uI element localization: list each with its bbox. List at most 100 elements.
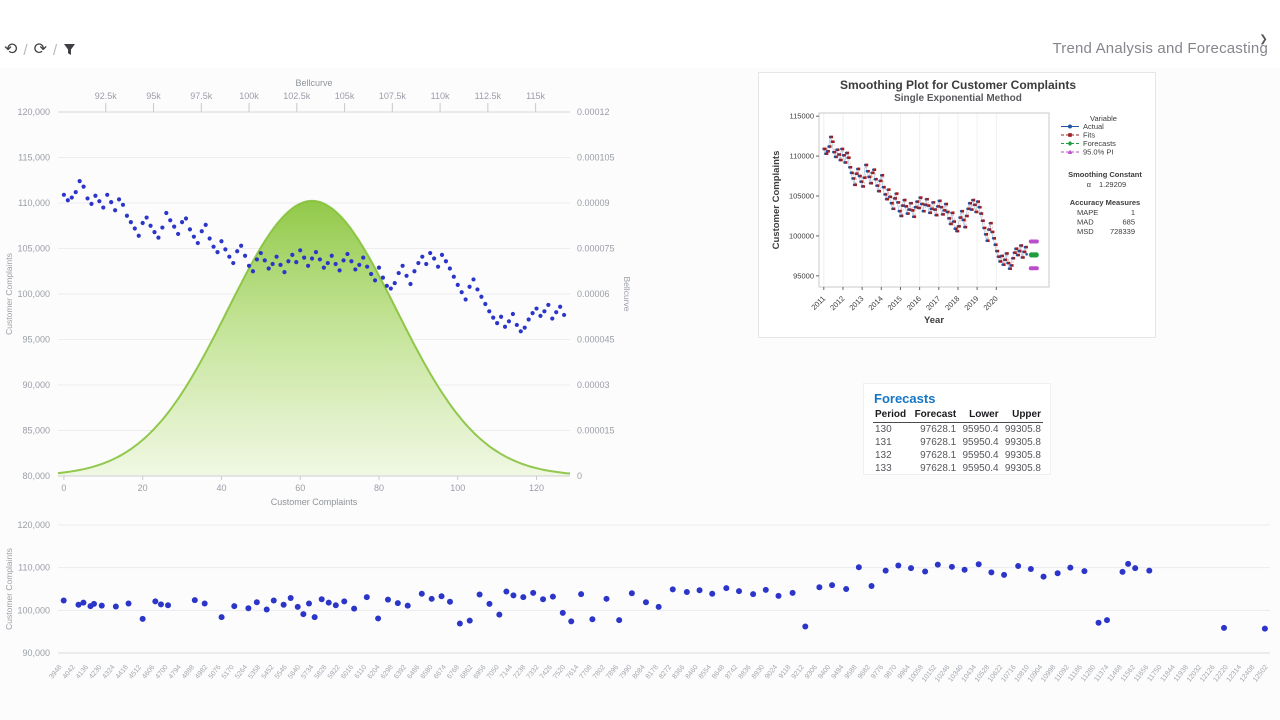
- svg-text:5264: 5264: [234, 664, 249, 681]
- table-row: 130 97628.1 95950.4 99305.8: [875, 424, 1041, 435]
- svg-text:7802: 7802: [592, 664, 607, 681]
- svg-text:Year: Year: [924, 315, 944, 326]
- svg-text:Customer Complaints: Customer Complaints: [4, 548, 14, 630]
- svg-text:6298: 6298: [380, 664, 395, 681]
- svg-text:4606: 4606: [141, 664, 156, 681]
- forecasts-card[interactable]: Forecasts Period Forecast Lower Upper 13…: [863, 383, 1051, 475]
- svg-text:112.5k: 112.5k: [475, 91, 502, 101]
- svg-text:9776: 9776: [870, 664, 885, 681]
- table-row: 132 97628.1 95950.4 99305.8: [875, 450, 1041, 461]
- svg-text:90,000: 90,000: [22, 380, 50, 390]
- col-upper: Upper: [1000, 409, 1043, 423]
- svg-text:1: 1: [1131, 208, 1135, 217]
- refresh-icon[interactable]: ⟳: [33, 41, 47, 58]
- toolbar-separator: /: [23, 41, 28, 59]
- svg-text:120,000: 120,000: [17, 107, 50, 117]
- svg-text:8178: 8178: [645, 664, 660, 681]
- expand-icon[interactable]: ❯: [1259, 34, 1268, 45]
- svg-text:95.0% PI: 95.0% PI: [1083, 148, 1113, 157]
- svg-text:0.00003: 0.00003: [577, 380, 610, 390]
- svg-text:100,000: 100,000: [17, 289, 50, 299]
- smoothing-plot-card[interactable]: Smoothing Plot for Customer Complaints Si…: [758, 72, 1156, 338]
- svg-text:7520: 7520: [552, 664, 567, 681]
- svg-text:4418: 4418: [115, 664, 130, 681]
- bellcurve-area: [57, 199, 571, 476]
- history-icon[interactable]: ⟲: [4, 41, 18, 58]
- svg-text:2015: 2015: [886, 294, 904, 312]
- bottom-scatter-points: [60, 560, 1268, 632]
- bellcurve-scatter-chart[interactable]: 80,000 85,000 90,000 95,000 100,000 105,000 11…: [0, 78, 648, 514]
- svg-text:5734: 5734: [300, 664, 315, 681]
- svg-text:60: 60: [295, 483, 305, 493]
- svg-text:4888: 4888: [181, 664, 196, 681]
- svg-text:8272: 8272: [658, 664, 673, 681]
- svg-text:8648: 8648: [711, 664, 726, 681]
- svg-text:0: 0: [61, 483, 66, 493]
- col-period: Period: [873, 409, 911, 423]
- svg-text:6110: 6110: [354, 664, 369, 680]
- svg-text:9682: 9682: [857, 664, 872, 681]
- svg-text:100,000: 100,000: [17, 605, 50, 615]
- svg-text:8366: 8366: [671, 664, 686, 681]
- svg-text:MAPE: MAPE: [1077, 208, 1098, 217]
- svg-text:2013: 2013: [847, 294, 865, 312]
- svg-text:7708: 7708: [579, 664, 594, 681]
- svg-text:Smoothing Plot for Customer Co: Smoothing Plot for Customer Complaints: [840, 78, 1076, 92]
- svg-text:20: 20: [138, 483, 148, 493]
- svg-text:2012: 2012: [828, 294, 846, 312]
- filter-icon[interactable]: [63, 43, 76, 60]
- svg-text:102.5k: 102.5k: [283, 91, 311, 101]
- col-lower: Lower: [958, 409, 1001, 423]
- table-row: 131 97628.1 95950.4 99305.8: [875, 437, 1041, 448]
- svg-text:728339: 728339: [1110, 227, 1135, 236]
- forecasts-table: Period Forecast Lower Upper 130 97628.1 95…: [873, 409, 1043, 475]
- svg-text:9118: 9118: [778, 664, 793, 680]
- svg-text:105k: 105k: [335, 91, 355, 101]
- svg-text:Accuracy Measures: Accuracy Measures: [1070, 198, 1140, 207]
- svg-text:95k: 95k: [146, 91, 161, 101]
- svg-text:6862: 6862: [459, 664, 474, 681]
- svg-text:7332: 7332: [526, 664, 541, 681]
- svg-text:5546: 5546: [274, 664, 289, 681]
- svg-text:110000: 110000: [790, 152, 814, 161]
- svg-text:105000: 105000: [789, 192, 814, 201]
- svg-text:Single Exponential Method: Single Exponential Method: [894, 93, 1022, 104]
- svg-text:0.000015: 0.000015: [577, 426, 615, 436]
- svg-text:6486: 6486: [406, 664, 421, 681]
- svg-text:4230: 4230: [88, 664, 103, 681]
- svg-text:4136: 4136: [75, 664, 90, 681]
- svg-text:6674: 6674: [433, 664, 448, 681]
- svg-text:9494: 9494: [830, 664, 845, 681]
- svg-text:4512: 4512: [128, 664, 143, 681]
- svg-text:107.5k: 107.5k: [379, 91, 407, 101]
- svg-text:8084: 8084: [632, 664, 647, 681]
- svg-text:7614: 7614: [565, 664, 580, 681]
- svg-text:Customer Complaints: Customer Complaints: [4, 253, 14, 335]
- svg-text:97.5k: 97.5k: [190, 91, 213, 101]
- svg-text:40: 40: [216, 483, 226, 493]
- svg-text:5640: 5640: [287, 664, 302, 681]
- svg-text:120,000: 120,000: [17, 520, 50, 530]
- svg-text:115k: 115k: [526, 91, 545, 101]
- svg-text:105,000: 105,000: [17, 244, 50, 254]
- bottom-gridlines: [58, 524, 1270, 654]
- svg-text:2019: 2019: [962, 294, 980, 312]
- svg-text:120: 120: [529, 483, 544, 493]
- svg-text:2016: 2016: [905, 294, 923, 312]
- svg-text:Bellcurve: Bellcurve: [622, 277, 632, 312]
- svg-text:85,000: 85,000: [22, 426, 50, 436]
- svg-text:4982: 4982: [194, 664, 209, 681]
- table-row: 133 97628.1 95950.4 99305.8: [875, 463, 1041, 474]
- svg-text:110k: 110k: [431, 91, 450, 101]
- col-forecast: Forecast: [910, 409, 959, 423]
- svg-text:4042: 4042: [62, 664, 77, 681]
- svg-text:7144: 7144: [499, 664, 514, 681]
- svg-text:12502: 12502: [1252, 664, 1270, 684]
- svg-text:100000: 100000: [789, 231, 814, 240]
- bottom-scatter-chart[interactable]: 90,000 100,000 110,000 120,000 Customer Comp…: [0, 510, 1280, 718]
- svg-text:8930: 8930: [751, 664, 766, 681]
- svg-text:5358: 5358: [247, 664, 262, 681]
